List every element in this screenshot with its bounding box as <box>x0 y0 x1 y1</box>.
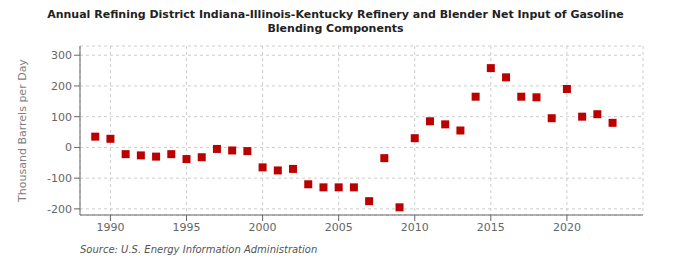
html-text:Annual Refining District India: Annual Refining District Indiana-Illinoi… <box>47 8 624 21</box>
html-text:Source: U.S. Energy Informatio: Source: U.S. Energy Information Administ… <box>80 244 318 255</box>
svg-text:2005: 2005 <box>325 221 353 234</box>
svg-text:2015: 2015 <box>477 221 505 234</box>
svg-text:0: 0 <box>65 141 72 154</box>
svg-text:Thousand Barrels per Day: Thousand Barrels per Day <box>16 59 29 203</box>
svg-text:2010: 2010 <box>401 221 429 234</box>
svg-text:100: 100 <box>51 111 72 124</box>
svg-text:-100: -100 <box>47 172 72 185</box>
svg-text:2020: 2020 <box>553 221 581 234</box>
svg-text:200: 200 <box>51 80 72 93</box>
svg-text:1990: 1990 <box>96 221 124 234</box>
svg-text:1995: 1995 <box>173 221 201 234</box>
svg-text:2000: 2000 <box>249 221 277 234</box>
html-text:Blending Components: Blending Components <box>267 22 404 35</box>
svg-text:300: 300 <box>51 49 72 62</box>
svg-text:-200: -200 <box>47 203 72 216</box>
